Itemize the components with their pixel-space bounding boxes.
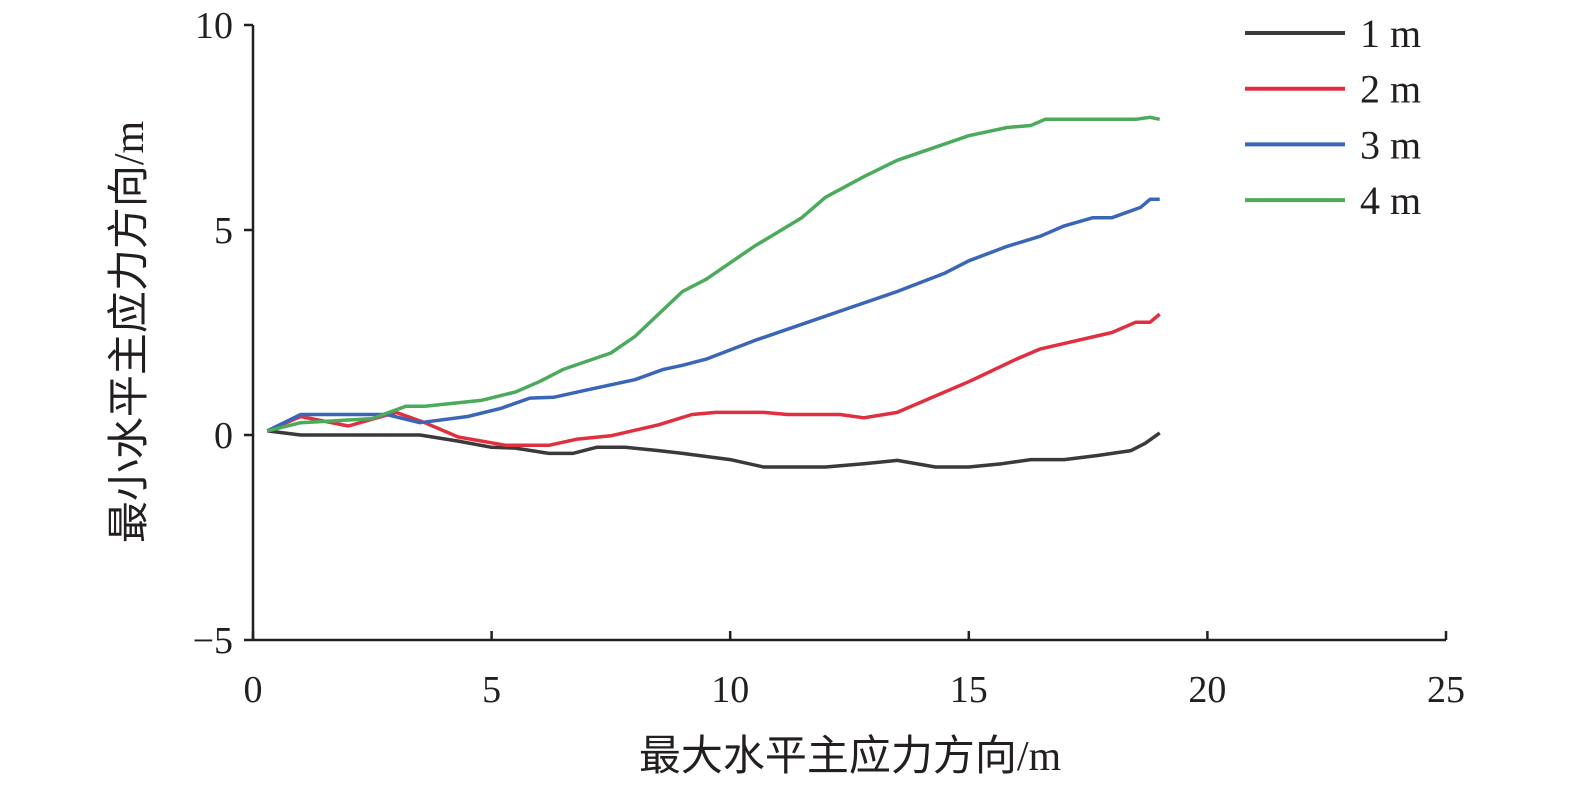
y-tick-label: 0: [214, 415, 233, 457]
y-tick-label: 5: [214, 210, 233, 252]
legend-label-3: 3 m: [1360, 122, 1421, 167]
x-tick-label: 5: [482, 669, 501, 711]
series-line-2: [266, 312, 1161, 448]
series-line-4: [266, 115, 1161, 433]
series-line-3: [266, 197, 1160, 433]
x-tick-label: 10: [711, 669, 749, 711]
x-axis-label: 最大水平主应力方向/m: [639, 733, 1062, 780]
x-tick-label: 0: [244, 669, 263, 711]
legend: 1 m 2 m 3 m 4 m: [1245, 11, 1421, 223]
y-tick-label: −5: [193, 620, 233, 662]
y-axis-label: 最小水平主应力方向/m: [106, 121, 153, 544]
legend-label-2: 2 m: [1360, 67, 1421, 112]
axes: −5 0 5 10 0 5 10 15 20 25: [193, 5, 1465, 711]
series-lines: [266, 115, 1161, 469]
legend-label-4: 4 m: [1360, 178, 1421, 223]
x-tick-label: 20: [1188, 669, 1226, 711]
series-line-1: [267, 429, 1161, 469]
x-tick-label: 15: [950, 669, 988, 711]
legend-label-1: 1 m: [1360, 11, 1421, 56]
y-tick-label: 10: [195, 5, 233, 47]
x-tick-label: 25: [1427, 669, 1465, 711]
